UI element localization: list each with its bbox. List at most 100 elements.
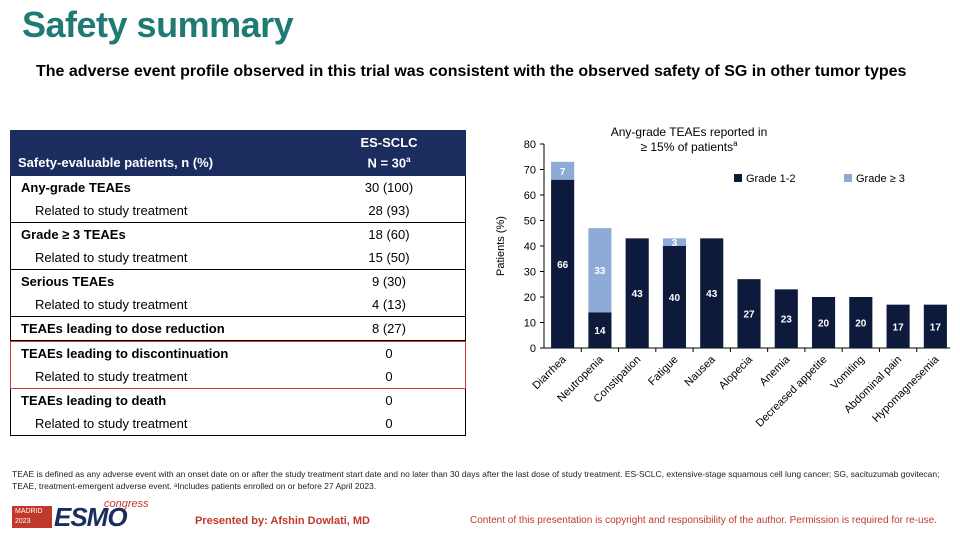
bar-grade-1-2 bbox=[737, 279, 761, 348]
bar-grade-1-2 bbox=[662, 246, 687, 348]
copyright-notice: Content of this presentation is copyrigh… bbox=[470, 515, 937, 526]
row-value: 0 bbox=[385, 393, 393, 408]
bar-data-label: 27 bbox=[743, 310, 755, 321]
y-tick-label: 30 bbox=[524, 267, 536, 279]
x-category-label: Decreased appetite bbox=[754, 354, 830, 430]
y-axis-label: Patients (%) bbox=[495, 216, 507, 276]
row-label: TEAEs leading to discontinuation bbox=[21, 346, 229, 361]
row-label: Any-grade TEAEs bbox=[21, 180, 131, 195]
bar-data-label: 17 bbox=[930, 322, 942, 333]
row-value: 0 bbox=[385, 346, 393, 361]
bar-data-label: 20 bbox=[818, 319, 830, 330]
row-value: 28 (93) bbox=[368, 203, 410, 218]
bar-grade-1-2 bbox=[886, 304, 910, 348]
table-row: Serious TEAEs 9 (30) bbox=[11, 270, 465, 293]
logo-congress: congress bbox=[104, 498, 149, 510]
bar-grade-1-2 bbox=[588, 312, 612, 348]
logo-location: MADRID 2023 bbox=[12, 506, 52, 528]
y-tick-label: 10 bbox=[524, 318, 536, 330]
bar-grade-3-plus bbox=[551, 161, 575, 180]
bar-data-label: 43 bbox=[706, 289, 718, 300]
y-tick-label: 20 bbox=[524, 292, 536, 304]
chart-title-line1: Any-grade TEAEs reported in bbox=[611, 125, 768, 139]
bar-grade-1-2 bbox=[774, 289, 798, 348]
y-tick-label: 60 bbox=[524, 190, 536, 202]
bar-grade-1-2 bbox=[923, 304, 947, 348]
table-row: TEAEs leading to dose reduction 8 (27) bbox=[11, 317, 465, 340]
table-row: Any-grade TEAEs 30 (100) bbox=[11, 176, 465, 199]
table-row: Related to study treatment 28 (93) bbox=[11, 199, 465, 222]
row-value: 18 (60) bbox=[368, 227, 410, 242]
bar-grade-1-2 bbox=[700, 238, 724, 348]
chart-title-line2: ≥ 15% of patientsa bbox=[640, 139, 738, 154]
table-row: TEAEs leading to death 0 bbox=[11, 389, 465, 412]
bar-data-label: 20 bbox=[855, 319, 867, 330]
row-label: Serious TEAEs bbox=[21, 274, 115, 289]
x-category-label: Nausea bbox=[683, 353, 719, 389]
row-value: 8 (27) bbox=[372, 321, 406, 336]
x-category-label: Diarrhea bbox=[530, 353, 569, 392]
x-category-label: Fatigue bbox=[646, 354, 680, 388]
y-tick-label: 80 bbox=[524, 139, 536, 151]
row-value: 0 bbox=[385, 416, 393, 431]
row-label: Related to study treatment bbox=[35, 203, 188, 218]
footnote: TEAE is defined as any adverse event wit… bbox=[12, 469, 940, 491]
row-label: Related to study treatment bbox=[35, 250, 188, 265]
table-row: Grade ≥ 3 TEAEs 18 (60) bbox=[11, 223, 465, 246]
bar-data-label: 43 bbox=[632, 289, 644, 300]
x-category-label: Alopecia bbox=[717, 353, 756, 392]
table-row: Related to study treatment 15 (50) bbox=[11, 246, 465, 269]
row-group: Serious TEAEs 9 (30) Related to study trea… bbox=[10, 270, 466, 317]
bar-grade-3-plus bbox=[662, 238, 687, 246]
bar-data-label: 17 bbox=[893, 322, 905, 333]
highlighted-row-group: TEAEs leading to discontinuation 0 Related… bbox=[10, 341, 466, 389]
safety-table: Safety-evaluable patients, n (%) ES-SCLC… bbox=[10, 130, 466, 436]
legend-label: Grade 1-2 bbox=[746, 173, 796, 185]
table-label-header: Safety-evaluable patients, n (%) bbox=[18, 155, 214, 170]
column-header-line2: N = 30a bbox=[367, 155, 411, 171]
x-category-label: Anemia bbox=[758, 353, 793, 388]
table-row: TEAEs leading to discontinuation 0 bbox=[11, 342, 465, 365]
bar-grade-1-2 bbox=[849, 297, 873, 348]
row-group: TEAEs leading to death 0 Related to study … bbox=[10, 389, 466, 436]
bar-data-label: 23 bbox=[781, 315, 793, 326]
row-value: 15 (50) bbox=[368, 250, 410, 265]
slide-subtitle: The adverse event profile observed in th… bbox=[36, 63, 907, 80]
row-label: Related to study treatment bbox=[35, 369, 188, 384]
bar-data-label: 40 bbox=[669, 293, 681, 304]
bar-data-label: 3 bbox=[672, 238, 678, 249]
presenter: Presented by: Afshin Dowlati, MD bbox=[195, 515, 371, 527]
slide-title: Safety summary bbox=[22, 4, 294, 45]
y-tick-label: 0 bbox=[530, 343, 536, 355]
table-column-header: ES-SCLC N = 30a bbox=[312, 130, 466, 176]
y-tick-label: 70 bbox=[524, 165, 536, 177]
legend-swatch bbox=[734, 174, 742, 182]
logo-name: ESMO bbox=[54, 502, 128, 532]
table-row: Related to study treatment 0 bbox=[11, 365, 465, 388]
esmo-logo: MADRID 2023 ESMO congress bbox=[12, 498, 162, 532]
bar-data-label: 66 bbox=[557, 260, 569, 271]
legend-swatch bbox=[844, 174, 852, 182]
row-value: 9 (30) bbox=[372, 274, 406, 289]
x-category-label: Hypomagnesemia bbox=[870, 353, 942, 425]
bar-grade-3-plus bbox=[588, 228, 612, 313]
table-row: Related to study treatment 0 bbox=[11, 412, 465, 435]
y-tick-label: 40 bbox=[524, 241, 536, 253]
row-value: 0 bbox=[385, 369, 393, 384]
column-header-line1: ES-SCLC bbox=[360, 135, 418, 151]
row-value: 4 (13) bbox=[372, 297, 406, 312]
x-category-label: Vomiting bbox=[829, 354, 867, 392]
teae-bar-chart: Any-grade TEAEs reported in≥ 15% of pati… bbox=[495, 125, 950, 430]
table-row: Related to study treatment 4 (13) bbox=[11, 293, 465, 316]
y-tick-label: 50 bbox=[524, 216, 536, 228]
row-group: TEAEs leading to dose reduction 8 (27) bbox=[10, 317, 466, 341]
row-label: Grade ≥ 3 TEAEs bbox=[21, 227, 126, 242]
table-body: Any-grade TEAEs 30 (100) Related to study … bbox=[10, 176, 466, 436]
bar-grade-1-2 bbox=[551, 179, 575, 348]
row-group: Grade ≥ 3 TEAEs 18 (60) Related to study t… bbox=[10, 223, 466, 270]
row-value: 30 (100) bbox=[364, 180, 414, 195]
bar-grade-1-2 bbox=[811, 297, 836, 348]
row-label: Related to study treatment bbox=[35, 416, 188, 431]
row-label: Related to study treatment bbox=[35, 297, 188, 312]
bar-data-label: 7 bbox=[560, 167, 566, 178]
